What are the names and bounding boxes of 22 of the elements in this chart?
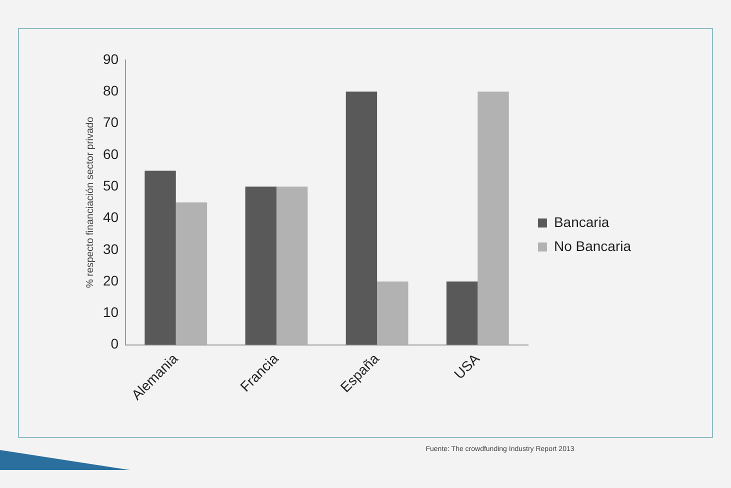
y-axis-title: % respecto financiación sector privado <box>84 116 96 288</box>
y-tick-label: 20 <box>102 272 119 288</box>
legend-label: No Bancaria <box>554 238 632 254</box>
y-tick-label: 0 <box>110 336 119 352</box>
bar <box>176 202 208 345</box>
legend-label: Bancaria <box>554 214 610 230</box>
bar <box>377 282 408 345</box>
y-tick-label: 10 <box>102 304 119 320</box>
y-tick-label: 60 <box>102 146 119 162</box>
y-tick-label: 80 <box>102 82 119 99</box>
y-tick-label: 90 <box>102 50 119 67</box>
bar <box>446 282 478 345</box>
bar <box>245 186 276 345</box>
y-tick-label: 40 <box>102 209 119 226</box>
y-tick-label: 30 <box>102 240 119 257</box>
bar <box>346 92 378 345</box>
y-tick-label: 50 <box>102 177 119 194</box>
bar <box>276 186 308 345</box>
bar <box>478 92 509 345</box>
bar <box>144 170 176 345</box>
x-tick-label: USA <box>450 350 483 382</box>
y-tick-label: 70 <box>102 114 119 130</box>
